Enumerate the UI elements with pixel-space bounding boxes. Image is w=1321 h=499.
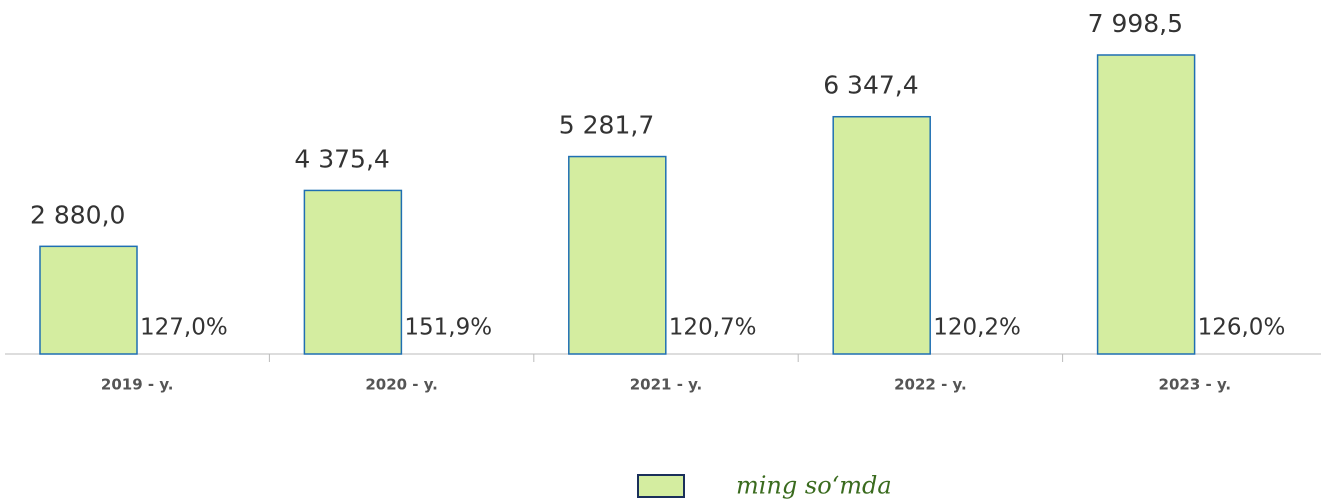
growth-label: 126,0% <box>1198 315 1286 341</box>
x-tick-label: 2023 - y. <box>1159 376 1232 394</box>
value-label: 6 347,4 <box>823 71 918 100</box>
legend-swatch <box>637 474 685 498</box>
value-label: 5 281,7 <box>559 111 654 140</box>
bar <box>303 189 403 355</box>
legend-label: ming so‘mda <box>736 472 892 499</box>
bar <box>1096 54 1196 355</box>
x-tick-label: 2019 - y. <box>101 376 174 394</box>
growth-label: 151,9% <box>404 315 492 341</box>
growth-label: 127,0% <box>140 315 228 341</box>
bar <box>39 245 138 355</box>
x-tick-label: 2021 - y. <box>630 376 703 394</box>
growth-label: 120,2% <box>933 315 1021 341</box>
x-tick-label: 2022 - y. <box>894 376 967 394</box>
value-label: 2 880,0 <box>30 200 125 229</box>
growth-label: 120,7% <box>669 315 757 341</box>
bar <box>568 155 667 355</box>
value-label: 7 998,5 <box>1088 9 1183 38</box>
bar <box>832 115 931 355</box>
x-tick-label: 2020 - y. <box>365 376 438 394</box>
value-label: 4 375,4 <box>294 144 389 173</box>
